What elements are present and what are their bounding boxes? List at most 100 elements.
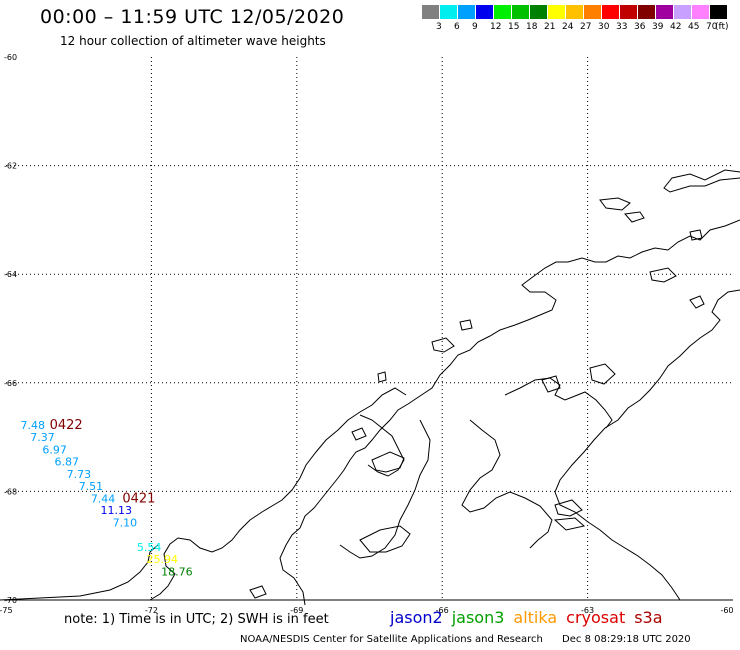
satellite-name: jason3 <box>451 608 505 627</box>
satellite-name: jason2 <box>390 608 443 627</box>
scale-label: 24 <box>562 22 574 32</box>
scale-swatch <box>584 5 601 19</box>
wave-height-value: 5.54 <box>137 541 162 554</box>
satellite-name: cryosat <box>566 608 626 627</box>
island-10 <box>377 371 387 383</box>
island-3 <box>689 229 703 241</box>
scale-label: 18 <box>526 22 538 32</box>
longitude-tick-label: -60 <box>720 606 733 615</box>
island-4 <box>649 267 677 283</box>
island-2 <box>624 211 645 223</box>
scale-label: 30 <box>598 22 610 32</box>
scale-label: 12 <box>490 22 502 32</box>
wave-height-value: 18.76 <box>161 566 193 579</box>
wave-height-value: 7.51 <box>79 480 104 493</box>
scale-label: 33 <box>616 22 628 32</box>
scale-swatch <box>602 5 619 19</box>
longitude-tick-label: -63 <box>581 606 594 615</box>
scale-swatch <box>638 5 655 19</box>
wave-height-value: 6.87 <box>54 455 79 468</box>
island-8 <box>589 363 616 385</box>
satellite-name: s3a <box>634 608 663 627</box>
latitude-tick-label: -70 <box>4 596 17 605</box>
antarctic-peninsula-coastline <box>0 169 740 606</box>
coastline-east-interior <box>461 419 553 549</box>
graticule <box>6 57 733 601</box>
wave-height-value: 7.48 <box>21 419 46 432</box>
coastline-peninsula <box>663 169 740 193</box>
scale-swatch <box>422 5 439 19</box>
latitude-tick-label: -66 <box>4 379 17 388</box>
scale-swatch <box>476 5 493 19</box>
island-14 <box>359 525 411 553</box>
coastline-george-vi <box>359 414 405 477</box>
scale-swatch <box>458 5 475 19</box>
longitude-tick-label: -75 <box>0 606 13 615</box>
island-13 <box>553 517 586 531</box>
longitude-tick-label: -72 <box>145 606 158 615</box>
longitude-tick-label: -66 <box>436 606 449 615</box>
coastline-alexander-island <box>149 387 407 601</box>
scale-label: 45 <box>688 22 700 32</box>
map-title: 00:00 – 11:59 UTC 12/05/2020 <box>40 6 345 28</box>
wave-height-value: 7.73 <box>67 468 92 481</box>
pass-time-label: 0422 <box>50 418 83 433</box>
credit-text: NOAA/NESDIS Center for Satellite Applica… <box>240 634 543 645</box>
generated-timestamp: Dec 8 08:29:18 UTC 2020 <box>562 634 691 645</box>
scale-label: 21 <box>544 22 556 32</box>
axis-tick-labels: -75 -72 -69 -66 -63 -60 -60 -62 -64 -66 -68 -70 <box>0 53 734 615</box>
scale-swatch <box>710 5 727 19</box>
latitude-tick-label: -68 <box>4 487 17 496</box>
coastline-ice-shelf <box>504 377 613 429</box>
scale-swatch <box>548 5 565 19</box>
wave-height-value: 7.10 <box>113 517 138 530</box>
wave-height-value: 25.94 <box>147 553 179 566</box>
wave-height-value: 11.13 <box>101 504 133 517</box>
satellite-legend: jason2 jason3 altika cryosat s3a <box>390 608 672 627</box>
scale-swatch <box>620 5 637 19</box>
scale-swatch <box>512 5 529 19</box>
coastline-peninsula-north <box>279 219 740 606</box>
scale-label: 36 <box>634 22 646 32</box>
scale-swatch <box>692 5 709 19</box>
island-5 <box>689 295 705 309</box>
scale-swatch <box>656 5 673 19</box>
scale-label: 39 <box>652 22 664 32</box>
satellite-name: altika <box>513 608 558 627</box>
coastline-south <box>0 544 159 601</box>
scale-label: 9 <box>472 22 478 32</box>
scale-label: 70 <box>706 22 718 32</box>
scale-swatch <box>566 5 583 19</box>
wave-height-value: 6.97 <box>42 443 67 456</box>
scale-label: 42 <box>670 22 682 32</box>
coastline-alexander-inner <box>339 419 431 559</box>
wave-height-value: 7.44 <box>91 492 116 505</box>
latitude-tick-label: -64 <box>4 270 17 279</box>
island-16 <box>249 585 267 599</box>
footnote: note: 1) Time is in UTC; 2) SWH is in fe… <box>64 612 329 627</box>
footer: NOAA/NESDIS Center for Satellite Applica… <box>240 634 707 645</box>
scale-label: 27 <box>580 22 592 32</box>
map-subtitle: 12 hour collection of altimeter wave hei… <box>60 34 326 48</box>
pass-time-label: 0421 <box>122 491 155 506</box>
scale-swatch <box>530 5 547 19</box>
island-15 <box>371 451 405 473</box>
scale-swatch <box>440 5 457 19</box>
latitude-tick-label: -60 <box>4 53 17 62</box>
island-1 <box>599 197 631 211</box>
island-12 <box>554 499 583 517</box>
scale-label: 3 <box>436 22 442 32</box>
scale-label: 6 <box>454 22 460 32</box>
coastline-peninsula-east <box>554 289 740 601</box>
island-7 <box>459 319 473 331</box>
island-6 <box>431 337 455 353</box>
latitude-tick-label: -62 <box>4 162 17 171</box>
scale-unit: (ft) <box>715 22 729 32</box>
scale-label: 15 <box>508 22 520 32</box>
longitude-tick-label: -69 <box>290 606 303 615</box>
island-11 <box>351 427 367 441</box>
scale-swatch <box>494 5 511 19</box>
scale-swatch <box>674 5 691 19</box>
